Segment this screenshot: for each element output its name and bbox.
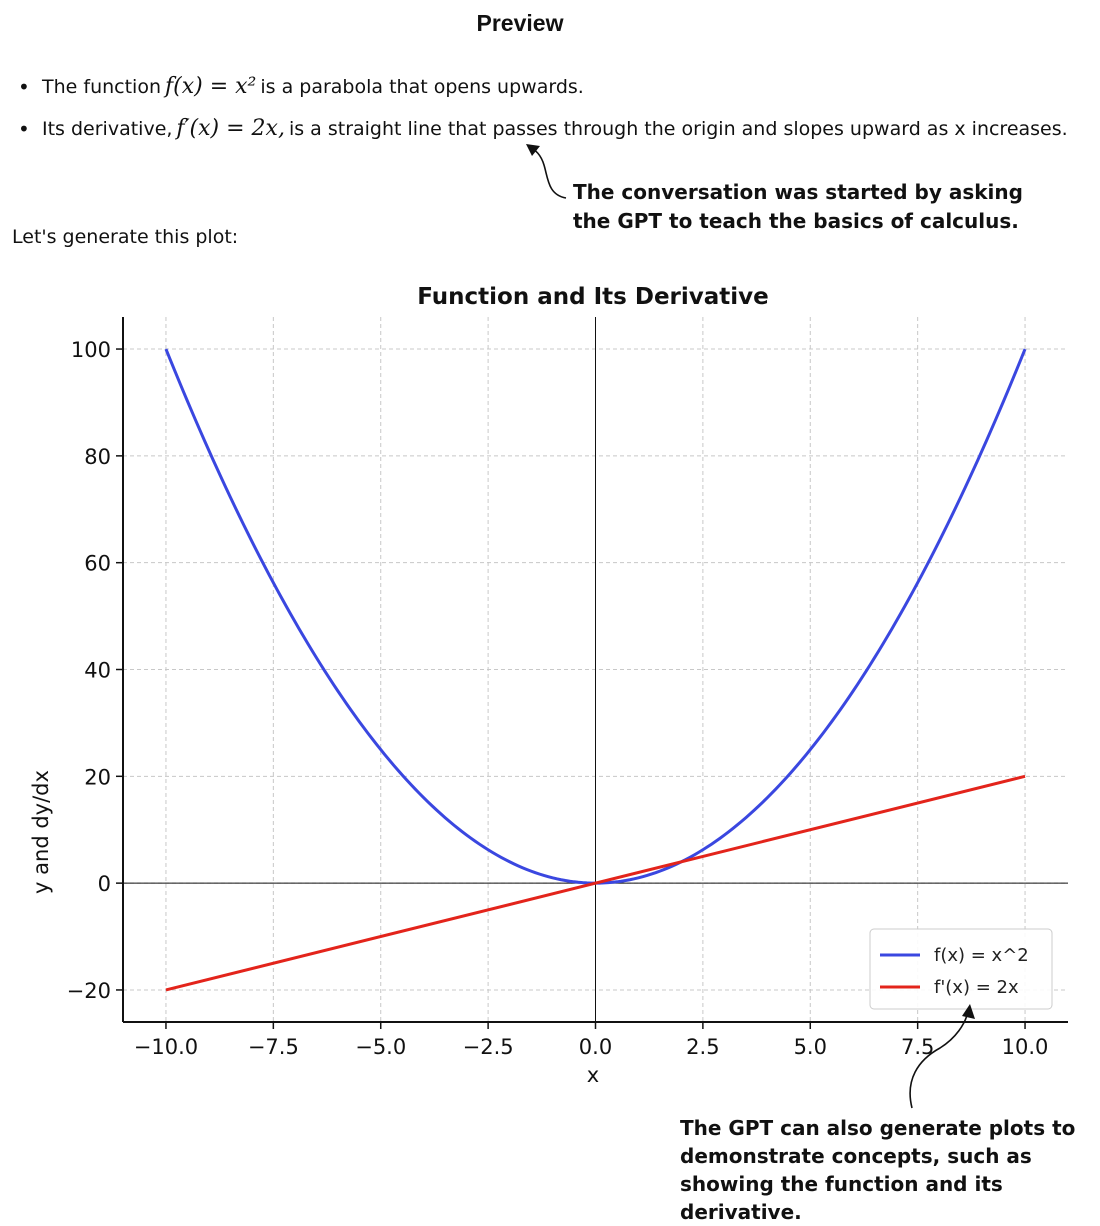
bullet-text: is a parabola that opens upwards. (260, 76, 584, 98)
y-tick-label: 80 (84, 445, 111, 469)
x-tick-label: 10.0 (1002, 1035, 1049, 1059)
y-tick-label: −20 (67, 979, 111, 1003)
x-tick-label: −10.0 (134, 1035, 198, 1059)
x-tick-label: 5.0 (794, 1035, 827, 1059)
series-layer (164, 348, 1027, 992)
y-tick-label: 0 (98, 872, 111, 896)
y-tick-label: 60 (84, 552, 111, 576)
bullet-prefix: The function (42, 76, 161, 98)
chart-title: Function and Its Derivative (417, 284, 769, 310)
y-tick-label: 40 (84, 659, 111, 683)
math-expression: f(x) = x² (165, 74, 257, 99)
legend-label: f(x) = x^2 (934, 945, 1029, 966)
plot-area: −10.0 −7.5 −5.0 −2.5 0.0 2.5 5.0 7.5 10.0 −20 0 20 4… (8, 262, 1080, 1102)
x-tick-label: −5.0 (355, 1035, 406, 1059)
annotation-top: The conversation was started by asking t… (573, 180, 1023, 233)
x-tick-label: −2.5 (463, 1035, 514, 1059)
bullet-derivative: Its derivative,f′(x) = 2x,is a straight … (18, 108, 1078, 150)
x-tick-label: 0.0 (579, 1035, 612, 1059)
legend-label: f'(x) = 2x (934, 977, 1019, 998)
annotation-bottom: The GPT can also generate plots to demon… (680, 1116, 1076, 1224)
preview-title: Preview (476, 10, 564, 36)
series-line-1 (165, 774, 1026, 992)
x-tick-label: 7.5 (901, 1035, 934, 1059)
math-expression: f′(x) = 2x, (176, 116, 285, 141)
y-tick-label: 20 (84, 765, 111, 789)
y-tick-label: 100 (71, 338, 111, 362)
bullet-text: is a straight line that passes through t… (288, 118, 1068, 140)
legend-box (869, 928, 1053, 1010)
arrow-top-line (527, 145, 567, 199)
y-axis-label: y and dy/dx (29, 770, 53, 894)
x-axis-label: x (587, 1063, 599, 1087)
bullet-prefix: Its derivative, (42, 118, 173, 140)
function-derivative-chart: −10.0 −7.5 −5.0 −2.5 0.0 2.5 5.0 7.5 10.0 −20 0 20 4… (29, 284, 1068, 1087)
x-tick-label: −7.5 (248, 1035, 299, 1059)
x-tick-label: 2.5 (686, 1035, 719, 1059)
prompt-text: Let's generate this plot: (12, 226, 239, 248)
legend: f(x) = x^2 f'(x) = 2x (869, 928, 1053, 1010)
